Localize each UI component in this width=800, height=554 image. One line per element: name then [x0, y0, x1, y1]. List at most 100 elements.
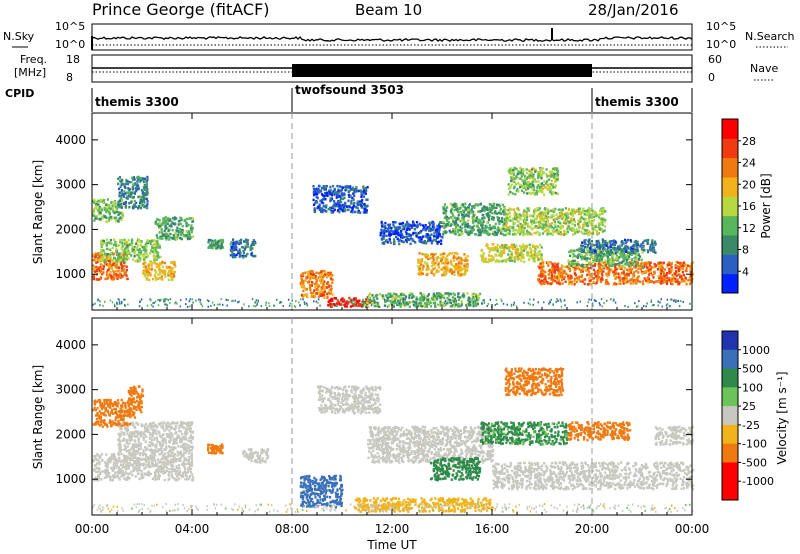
power-cell	[540, 219, 544, 222]
power-cell	[626, 272, 629, 276]
power-cell	[674, 280, 677, 283]
power-cell	[618, 266, 621, 269]
power-cell	[191, 217, 194, 220]
power-cell	[459, 219, 462, 223]
power-cell	[668, 261, 671, 264]
power-cell	[571, 219, 574, 222]
freq-switching-band	[292, 64, 592, 77]
power-cell	[443, 296, 446, 300]
power-cell	[564, 207, 567, 210]
power-cell	[461, 217, 464, 220]
power-cell	[565, 232, 568, 235]
power-cell	[577, 221, 580, 224]
power-cell	[379, 231, 382, 235]
power-cell	[108, 253, 111, 256]
power-cell	[442, 302, 445, 305]
power-cell	[549, 190, 552, 193]
power-cell	[572, 253, 575, 256]
power-cell	[163, 269, 166, 272]
power-cell	[235, 253, 238, 257]
power-cell	[629, 282, 632, 285]
power-cell	[95, 261, 98, 264]
power-cell	[537, 274, 540, 277]
power-cell	[106, 268, 109, 272]
power-cell	[547, 178, 550, 181]
power-cell	[331, 293, 334, 296]
power-cell	[163, 233, 166, 236]
power-cell	[340, 298, 343, 302]
power-cell	[642, 280, 645, 283]
power-cell	[539, 219, 542, 222]
power-cell	[186, 217, 189, 221]
power-cell	[554, 184, 557, 187]
power-cell	[536, 185, 539, 189]
power-cell	[501, 218, 504, 222]
power-cell	[455, 225, 458, 229]
power-cell	[158, 262, 162, 265]
power-cell	[606, 267, 609, 270]
power-cell	[123, 190, 126, 193]
power-cell	[106, 253, 109, 256]
power-cell	[396, 303, 399, 307]
power-cell	[101, 249, 104, 252]
power-cell	[539, 214, 542, 217]
power-cell	[112, 263, 115, 266]
power-cell	[376, 297, 379, 300]
power-cell	[589, 260, 592, 264]
power-cell	[109, 207, 112, 210]
power-cell	[556, 178, 559, 181]
power-cell	[447, 217, 450, 220]
power-cell	[240, 245, 244, 249]
power-cell	[458, 261, 461, 264]
power-cell	[398, 239, 402, 242]
power-cell	[580, 230, 583, 234]
power-cell	[131, 247, 134, 251]
power-cell	[213, 244, 216, 247]
power-cell	[512, 171, 515, 175]
power-cell	[105, 244, 108, 247]
power-cell	[344, 185, 347, 188]
power-cell	[366, 295, 369, 299]
power-cell	[442, 273, 445, 276]
power-cell	[121, 204, 124, 207]
power-cell	[131, 238, 134, 241]
power-cell	[127, 189, 130, 192]
power-cell	[594, 262, 597, 266]
power-cell	[503, 219, 507, 223]
power-cell	[156, 240, 159, 243]
power-cell	[232, 247, 235, 250]
power-cell	[121, 249, 124, 252]
power-cell	[529, 177, 532, 180]
power-cell	[357, 302, 360, 305]
power-cell	[399, 303, 402, 306]
power-cell	[529, 192, 532, 195]
power-cell	[552, 208, 555, 211]
power-cell	[404, 297, 407, 300]
power-cell	[552, 210, 555, 214]
power-cell	[136, 180, 139, 183]
power-cell	[641, 266, 644, 270]
power-cell	[128, 206, 131, 209]
power-cell	[646, 278, 649, 281]
power-cell	[505, 260, 508, 263]
power-cell	[457, 256, 460, 259]
power-cell	[520, 259, 523, 262]
power-cell	[564, 280, 567, 283]
power-cell	[324, 186, 327, 189]
power-cell	[185, 230, 188, 233]
power-cell	[320, 193, 324, 196]
power-cell	[526, 177, 529, 180]
power-cell	[419, 236, 422, 239]
power-cell	[186, 237, 189, 241]
power-cell	[462, 209, 465, 212]
power-cell	[420, 240, 423, 244]
power-cell	[574, 262, 577, 265]
power-cell	[112, 275, 115, 279]
power-cell	[442, 252, 445, 256]
power-cell	[437, 261, 440, 264]
power-cell	[526, 254, 529, 257]
power-cell	[338, 204, 341, 207]
power-cell	[598, 259, 601, 263]
power-cell	[685, 282, 688, 286]
power-cell	[389, 299, 392, 303]
